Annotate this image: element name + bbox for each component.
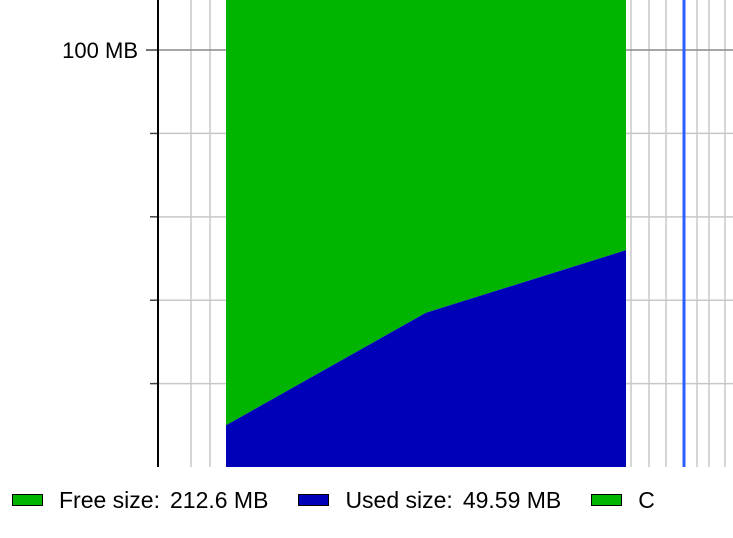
legend-label-used-size: Used size: [345, 486, 453, 513]
legend-item-used-size: Used size: 49.59 MB [298, 487, 561, 514]
legend-label-third: C [638, 486, 655, 513]
legend-item-third: C [591, 487, 665, 514]
legend-item-free-size: Free size: 212.6 MB [12, 487, 268, 514]
legend-value-free-size: 212.6 MB [169, 486, 269, 513]
y-tick-label-100: 100 MB [62, 38, 138, 63]
legend-swatch-free-size [12, 494, 43, 506]
legend-label-free-size: Free size: [59, 486, 160, 513]
series-area-used-size [226, 250, 626, 467]
series-area-free-size [226, 0, 626, 426]
legend-swatch-third [591, 494, 623, 506]
usage-area-chart: 100 MB [62, 0, 733, 467]
legend-swatch-used-size [298, 494, 330, 506]
legend-value-used-size: 49.59 MB [462, 486, 562, 513]
chart-legend: Free size: 212.6 MB Used size: 49.59 MB … [12, 484, 695, 516]
